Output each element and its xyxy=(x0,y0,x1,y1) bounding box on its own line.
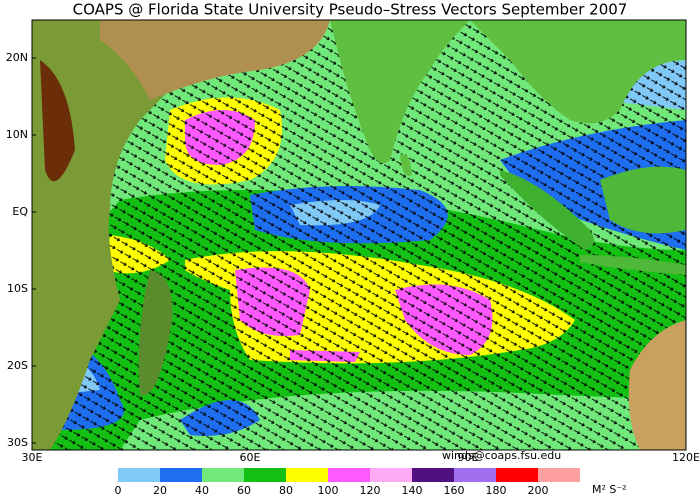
colorbar-label: 0 xyxy=(115,484,122,497)
colorbar-label: 160 xyxy=(444,484,465,497)
colorbar-swatch xyxy=(244,468,286,482)
lon-label: 30E xyxy=(22,451,43,464)
colorbar-label: 100 xyxy=(318,484,339,497)
map-area xyxy=(32,20,686,450)
land-borneo xyxy=(600,166,686,234)
land-madagascar xyxy=(138,270,173,396)
map-frame xyxy=(31,19,687,451)
colorbar-swatch xyxy=(160,468,202,482)
lat-label: 10S xyxy=(7,282,28,295)
land-australia xyxy=(628,320,686,450)
lat-label: 20N xyxy=(6,51,28,64)
lon-label: 60E xyxy=(240,451,261,464)
land-asia xyxy=(470,20,686,124)
colorbar-label: 40 xyxy=(195,484,209,497)
colorbar-unit: M² S⁻² xyxy=(592,483,627,496)
colorbar-label: 80 xyxy=(279,484,293,497)
colorbar-label: 60 xyxy=(237,484,251,497)
colorbar-label: 120 xyxy=(360,484,381,497)
colorbar-label: 200 xyxy=(528,484,549,497)
colorbar-label: 140 xyxy=(402,484,423,497)
colorbar-swatch xyxy=(202,468,244,482)
colorbar-swatch xyxy=(118,468,160,482)
colorbar-swatch xyxy=(370,468,412,482)
lat-label: 10N xyxy=(6,128,28,141)
land-java xyxy=(580,255,686,275)
lat-label: EQ xyxy=(12,205,28,218)
lat-label: 20S xyxy=(7,359,28,372)
land-srilanka xyxy=(400,154,412,176)
colorbar-swatch xyxy=(412,468,454,482)
land-highlands xyxy=(40,60,75,182)
colorbar-label: 20 xyxy=(153,484,167,497)
land-arabia xyxy=(100,20,330,100)
colorbar-swatch xyxy=(286,468,328,482)
credit: winds@coaps.fsu.edu xyxy=(442,449,561,462)
lon-label: 90E xyxy=(458,451,479,464)
title: COAPS @ Florida State University Pseudo–… xyxy=(73,1,628,19)
lat-label: 30S xyxy=(7,436,28,449)
colorbar-label: 180 xyxy=(486,484,507,497)
colorbar-swatch xyxy=(538,468,580,482)
land-india xyxy=(330,20,470,164)
colorbar-swatch xyxy=(328,468,370,482)
lon-label: 120E xyxy=(672,451,700,464)
land-africa xyxy=(32,20,230,450)
land-sumatra xyxy=(500,170,594,250)
colorbar-swatch xyxy=(454,468,496,482)
colorbar-swatch xyxy=(496,468,538,482)
